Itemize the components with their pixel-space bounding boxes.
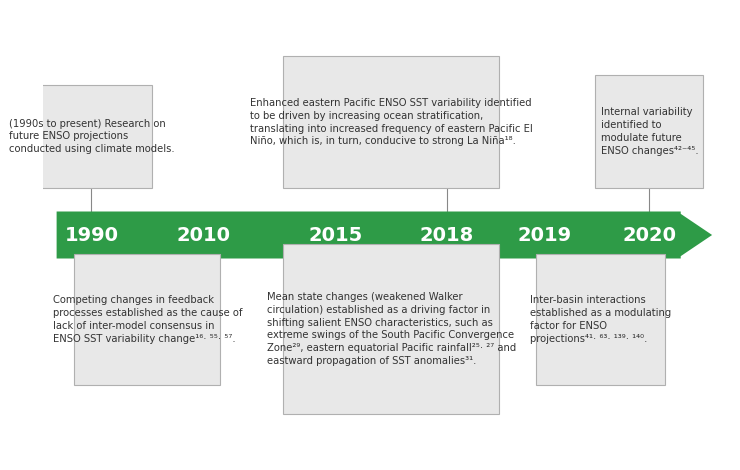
Text: (1990s to present) Research on
future ENSO projections
conducted using climate m: (1990s to present) Research on future EN… (9, 118, 175, 154)
Text: Internal variability
identified to
modulate future
ENSO changes⁴²⁻⁴⁵.: Internal variability identified to modul… (601, 108, 698, 156)
FancyBboxPatch shape (283, 56, 500, 188)
Text: Inter-basin interactions
established as a modulating
factor for ENSO
projections: Inter-basin interactions established as … (530, 296, 671, 344)
Text: Competing changes in feedback
processes established as the cause of
lack of inte: Competing changes in feedback processes … (53, 296, 242, 344)
FancyBboxPatch shape (536, 254, 665, 385)
Text: 2015: 2015 (309, 226, 363, 244)
Text: 1990: 1990 (64, 226, 118, 244)
FancyBboxPatch shape (74, 254, 221, 385)
Text: Enhanced eastern Pacific ENSO SST variability identified
to be driven by increas: Enhanced eastern Pacific ENSO SST variab… (250, 98, 533, 146)
Text: Mean state changes (weakened Walker
circulation) established as a driving factor: Mean state changes (weakened Walker circ… (266, 292, 516, 366)
Text: 2018: 2018 (420, 226, 474, 244)
Text: 2020: 2020 (622, 226, 676, 244)
FancyBboxPatch shape (30, 85, 152, 188)
FancyBboxPatch shape (283, 244, 500, 414)
FancyBboxPatch shape (595, 75, 704, 188)
Polygon shape (57, 212, 712, 258)
Text: 2019: 2019 (518, 226, 572, 244)
Text: 2010: 2010 (176, 226, 230, 244)
